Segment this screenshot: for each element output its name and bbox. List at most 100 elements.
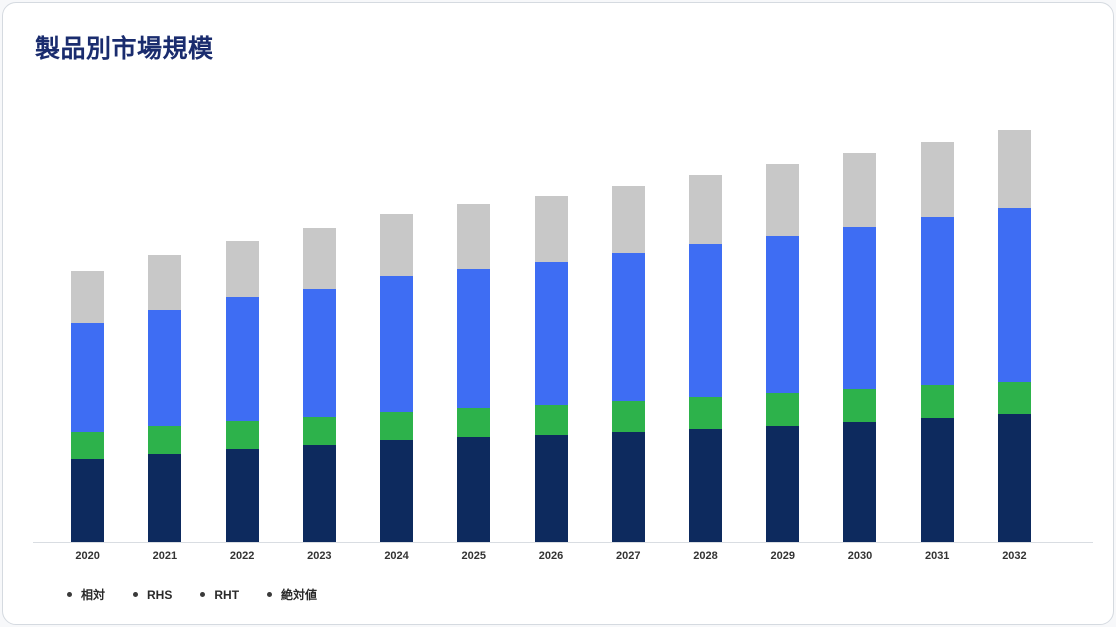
bar-segment-rht[interactable] [302,288,336,418]
bar-segment-rht[interactable] [380,275,414,413]
stacked-bar-2022[interactable] [225,103,259,542]
bar-segment-soutai[interactable] [534,435,568,542]
bar-segment-zettaichi[interactable] [380,213,414,276]
stacked-bar-2031[interactable] [920,103,954,542]
bar-segment-zettaichi[interactable] [920,141,954,217]
legend-label: RHS [147,587,173,602]
bar-segment-rht[interactable] [843,226,877,390]
bar-segment-zettaichi[interactable] [302,227,336,289]
bar-segment-rht[interactable] [225,296,259,422]
bar-segment-rht[interactable] [766,235,800,394]
bar-segment-rhs[interactable] [225,421,259,450]
legend-item-rhs[interactable]: RHS [133,588,172,602]
bar-segment-zettaichi[interactable] [611,185,645,253]
stacked-bar-2032[interactable] [997,103,1031,542]
stacked-bar-2020[interactable] [71,103,105,542]
bar-segment-rht[interactable] [920,216,954,386]
bar-segment-rht[interactable] [71,322,105,433]
bar-segment-soutai[interactable] [688,429,722,542]
bar-segment-rhs[interactable] [766,393,800,427]
x-tick-2029: 2029 [770,550,795,562]
stacked-bar-2030[interactable] [843,103,877,542]
bar-column-2023 [281,103,358,542]
bar-segment-rht[interactable] [148,309,182,427]
stacked-bar-2023[interactable] [302,103,336,542]
bar-segment-rht[interactable] [611,252,645,402]
bar-segment-zettaichi[interactable] [71,270,105,323]
bar-segment-rhs[interactable] [611,401,645,433]
bar-segment-rhs[interactable] [920,385,954,419]
legend-item-rht[interactable]: RHT [200,588,239,602]
bar-column-2028 [667,103,744,542]
bar-segment-soutai[interactable] [920,418,954,542]
bar-column-2029 [744,103,821,542]
bar-segment-soutai[interactable] [148,454,182,542]
legend-dot-icon [267,592,273,597]
stacked-bar-chart: 2020 2021 2022 2023 2024 2025 2026 2027 2028 2029… [33,103,1093,603]
legend-label: 相対 [81,588,106,602]
legend-label: 絶対値 [281,588,318,602]
legend-dot-icon [200,592,206,597]
bar-column-2020 [49,103,126,542]
plot-area [33,103,1093,543]
stacked-bar-2028[interactable] [688,103,722,542]
bar-segment-zettaichi[interactable] [534,195,568,262]
bar-segment-soutai[interactable] [997,414,1031,542]
x-tick-2024: 2024 [384,550,409,562]
x-tick-2023: 2023 [307,550,332,562]
bar-segment-zettaichi[interactable] [688,174,722,244]
bar-segment-zettaichi[interactable] [457,203,491,269]
bar-segment-rhs[interactable] [457,408,491,438]
bar-column-2026 [512,103,589,542]
legend-label: RHT [214,587,240,602]
bar-segment-zettaichi[interactable] [843,152,877,227]
bar-segment-rhs[interactable] [71,432,105,460]
bar-column-2032 [976,103,1053,542]
bar-segment-soutai[interactable] [225,449,259,542]
legend-item-zettaichi[interactable]: 絶対値 [267,586,317,603]
bar-segment-rhs[interactable] [534,405,568,436]
stacked-bar-2029[interactable] [766,103,800,542]
legend-dot-icon [67,592,72,597]
bar-column-2024 [358,103,435,542]
bar-segment-rhs[interactable] [302,417,336,446]
bar-segment-soutai[interactable] [457,437,491,542]
bar-segment-zettaichi[interactable] [997,129,1031,208]
stacked-bar-2025[interactable] [457,103,491,542]
bar-column-2025 [435,103,512,542]
x-tick-2028: 2028 [693,550,718,562]
bar-column-2027 [590,103,667,542]
x-axis-labels: 2020 2021 2022 2023 2024 2025 2026 2027 2028 2029… [33,550,1093,562]
x-tick-2020: 2020 [75,550,100,562]
x-tick-2021: 2021 [152,550,178,562]
bar-segment-rhs[interactable] [843,389,877,423]
bar-segment-rht[interactable] [688,243,722,398]
bar-segment-soutai[interactable] [611,432,645,542]
bar-segment-zettaichi[interactable] [766,163,800,236]
bar-segment-rht[interactable] [534,261,568,406]
stacked-bar-2027[interactable] [611,103,645,542]
bar-column-2022 [203,103,280,542]
bar-segment-rhs[interactable] [997,382,1031,415]
stacked-bar-2021[interactable] [148,103,182,542]
bar-segment-rhs[interactable] [380,412,414,441]
x-tick-2030: 2030 [847,550,873,562]
bar-segment-soutai[interactable] [843,422,877,542]
bar-segment-soutai[interactable] [71,459,105,542]
legend-item-soutai[interactable]: 相対 [67,586,105,603]
bar-segment-rhs[interactable] [688,397,722,430]
chart-legend: 相対 RHS RHT 絶対値 [67,586,1093,603]
bar-segment-soutai[interactable] [302,445,336,542]
bar-segment-soutai[interactable] [380,440,414,542]
bar-segment-soutai[interactable] [766,426,800,542]
stacked-bar-2026[interactable] [534,103,568,542]
x-tick-2022: 2022 [229,550,255,562]
bar-segment-rht[interactable] [457,268,491,409]
bar-segment-rhs[interactable] [148,426,182,455]
bar-segment-zettaichi[interactable] [225,240,259,297]
bar-segment-rht[interactable] [997,207,1031,383]
page-title: 製品別市場規模 [35,35,214,63]
x-tick-2032: 2032 [1002,550,1027,562]
stacked-bar-2024[interactable] [380,103,414,542]
bar-segment-zettaichi[interactable] [148,254,182,310]
